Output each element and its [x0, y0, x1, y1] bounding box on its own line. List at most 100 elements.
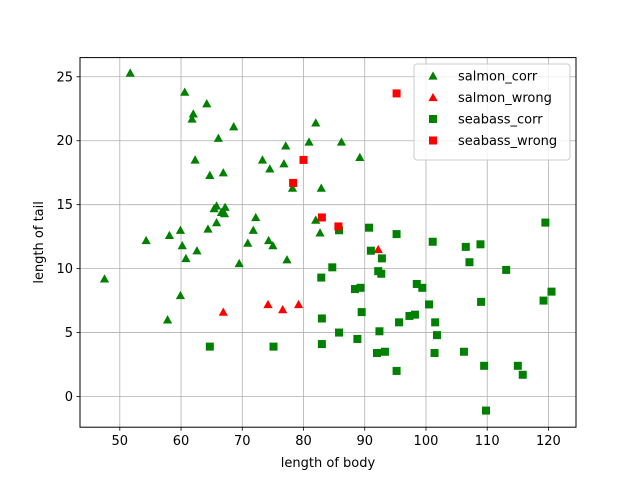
seabass-corr-point [513, 361, 522, 370]
data-markers [99, 68, 556, 415]
salmon-corr-point [175, 290, 186, 300]
seabass-corr-point [328, 263, 337, 272]
seabass-corr-point [431, 318, 440, 327]
seabass-corr-point [317, 273, 326, 282]
y-tick-label: 10 [56, 262, 73, 277]
seabass-corr-point [317, 314, 326, 323]
seabass-corr-point [410, 310, 419, 319]
salmon-corr-point [282, 255, 292, 264]
salmon-corr-point [162, 315, 173, 324]
salmon-corr-point [287, 183, 298, 192]
seabass-corr-point [418, 283, 427, 292]
legend-label-salmon-corr: salmon_corr [458, 70, 538, 85]
salmon-corr-point [279, 159, 289, 168]
seabass-corr-point [412, 279, 421, 288]
series-salmon-corr [99, 68, 365, 324]
salmon-wrong-point [263, 299, 273, 309]
x-tick-label: 100 [414, 434, 439, 449]
seabass-corr-point [377, 254, 386, 263]
x-tick-label: 120 [536, 434, 561, 449]
salmon-corr-point [175, 225, 186, 234]
salmon-corr-point [316, 183, 326, 192]
salmon-corr-point [164, 230, 175, 240]
salmon-wrong-point [373, 244, 383, 254]
salmon-corr-point [251, 212, 261, 222]
seabass-corr-point [392, 230, 401, 239]
legend-label-seabass-wrong: seabass_wrong [458, 134, 557, 149]
salmon-corr-point [304, 137, 314, 146]
x-tick-label: 90 [356, 434, 373, 449]
seabass-corr-point [380, 347, 389, 356]
legend-seabass-wrong-swatch [429, 136, 437, 145]
seabass-corr-point [357, 308, 366, 317]
y-tick-label: 25 [56, 70, 73, 85]
seabass-corr-point [366, 246, 375, 255]
x-axis-title: length of body [281, 456, 376, 471]
seabass-corr-point [350, 285, 359, 294]
salmon-corr-point [205, 170, 215, 179]
seabass-corr-point [356, 283, 365, 292]
seabass-corr-point [539, 296, 548, 305]
seabass-corr-point [425, 300, 434, 309]
seabass-corr-point [269, 342, 278, 351]
salmon-corr-point [202, 99, 212, 108]
salmon-corr-point [125, 68, 135, 77]
salmon-corr-point [219, 209, 230, 218]
salmon-corr-point [336, 137, 347, 146]
seabass-corr-point [476, 240, 485, 249]
salmon-wrong-point [218, 307, 228, 316]
legend-box [413, 63, 571, 161]
seabass-corr-point [428, 237, 437, 246]
seabass-wrong-point [334, 222, 343, 231]
seabass-corr-point [317, 340, 326, 349]
salmon-corr-point [243, 238, 253, 247]
seabass-corr-point [372, 349, 381, 358]
seabass-corr-point [405, 311, 414, 320]
seabass-corr-point [541, 218, 550, 227]
seabass-corr-point [377, 269, 386, 278]
salmon-corr-point [220, 202, 230, 211]
x-tick-label: 60 [173, 434, 190, 449]
seabass-corr-point [430, 349, 439, 358]
seabass-wrong-point [392, 89, 401, 98]
salmon-wrong-point [278, 304, 288, 314]
seabass-corr-point [461, 242, 470, 251]
salmon-corr-point [211, 217, 222, 227]
salmon-corr-point [257, 155, 268, 164]
series-seabass-corr [205, 218, 556, 415]
salmon-corr-point [355, 152, 365, 162]
seabass-corr-point [502, 265, 511, 274]
seabass-corr-point [365, 223, 374, 232]
series-salmon-wrong [218, 244, 383, 316]
salmon-corr-point [229, 122, 239, 131]
salmon-corr-point [192, 246, 202, 255]
seabass-corr-point [547, 287, 556, 296]
salmon-corr-point [234, 258, 244, 268]
salmon-corr-point [218, 168, 228, 177]
salmon-corr-point [190, 155, 200, 164]
salmon-corr-point [180, 87, 190, 96]
seabass-wrong-point [299, 155, 308, 164]
salmon-corr-point [181, 253, 191, 263]
salmon-corr-point [268, 240, 278, 250]
salmon-corr-point [99, 274, 110, 283]
x-tick-label: 110 [475, 434, 500, 449]
x-tick-label: 80 [295, 434, 312, 449]
legend-label-seabass-corr: seabass_corr [458, 113, 543, 128]
x-tick-label: 50 [112, 434, 129, 449]
legend-salmon-wrong-swatch [428, 92, 438, 102]
seabass-corr-point [465, 258, 474, 267]
legend-seabass-corr-swatch [429, 115, 437, 123]
seabass-corr-point [477, 297, 486, 306]
axis-ticks: 50 60 70 80 90 100 110 120 0 5 10 15 20 25 [56, 70, 560, 449]
salmon-corr-point [141, 235, 151, 245]
salmon-corr-point [281, 141, 291, 150]
seabass-corr-point [205, 342, 214, 351]
salmon-corr-point [188, 109, 198, 118]
y-tick-label: 0 [65, 390, 73, 405]
plot-frame [79, 57, 577, 428]
salmon-corr-point [311, 118, 321, 127]
salmon-corr-point [264, 235, 274, 245]
salmon-corr-point [177, 240, 187, 250]
